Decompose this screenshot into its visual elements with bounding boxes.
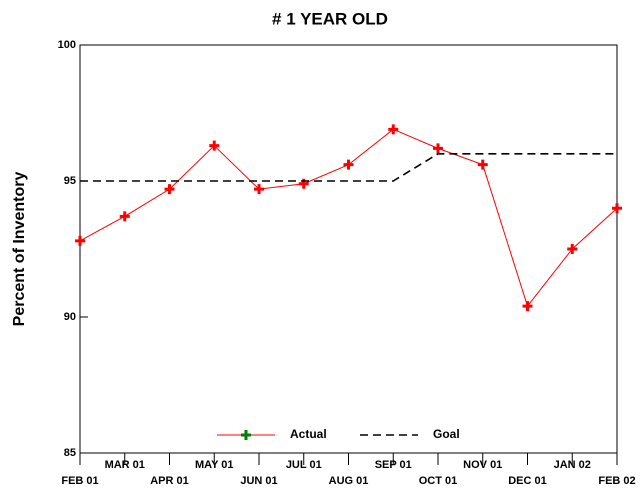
x-tick-label: OCT 01 [419, 475, 458, 487]
data-point [209, 140, 220, 151]
legend-label: Goal [433, 427, 460, 441]
data-point [343, 159, 354, 170]
data-point [254, 184, 264, 195]
data-point [522, 301, 533, 312]
data-point [567, 244, 578, 254]
data-point [612, 203, 622, 214]
x-tick-label: FEB 01 [61, 475, 98, 487]
series-line [80, 153, 617, 182]
y-tick-label: 85 [64, 447, 76, 459]
x-tick-label: MAY 01 [195, 459, 234, 471]
x-tick-label: NOV 01 [463, 459, 502, 471]
x-tick-label: JUN 01 [240, 475, 277, 487]
x-tick-label: SEP 01 [375, 459, 412, 471]
chart-title: # 1 YEAR OLD [272, 9, 388, 28]
x-tick-label: JUL 01 [286, 459, 322, 471]
y-tick-label: 100 [58, 39, 76, 51]
plot-frame [79, 44, 618, 454]
x-tick-label: JAN 02 [554, 459, 591, 471]
x-tick-label: APR 01 [150, 475, 189, 487]
data-point [477, 159, 488, 170]
x-tick-label: AUG 01 [329, 475, 369, 487]
legend-marker [241, 430, 251, 440]
x-tick-label: MAR 01 [105, 459, 145, 471]
data-point [388, 124, 399, 135]
data-point [164, 184, 175, 195]
y-tick-label: 95 [64, 175, 76, 187]
x-tick-label: FEB 02 [598, 475, 635, 487]
series-line [79, 128, 618, 308]
y-axis-label: Percent of Inventory [11, 172, 28, 327]
legend-label: Actual [290, 427, 327, 441]
x-tick-label: DEC 01 [508, 475, 547, 487]
y-tick-label: 90 [64, 311, 76, 323]
data-point [433, 143, 443, 154]
data-point [119, 211, 130, 222]
data-point [75, 235, 85, 246]
